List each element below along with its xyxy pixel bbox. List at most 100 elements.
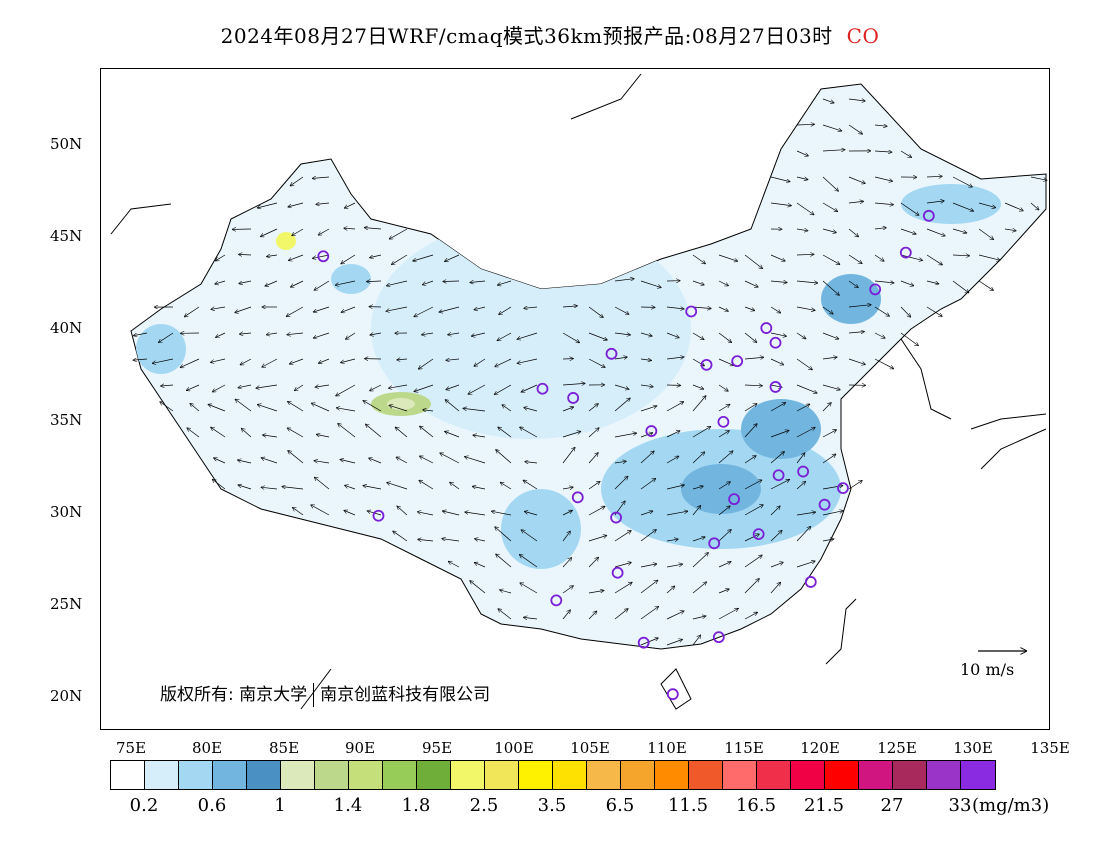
wind-arrow <box>341 306 356 312</box>
wind-arrow <box>414 306 434 317</box>
wind-arrow <box>216 332 226 337</box>
wind-arrow <box>822 124 842 131</box>
station-marker <box>769 381 782 393</box>
wind-arrow <box>562 531 570 542</box>
wind-arrow <box>336 384 356 396</box>
lat-label-35n: 35N <box>50 411 83 429</box>
wind-arrow <box>442 539 460 542</box>
wind-arrow <box>312 403 330 412</box>
wind-arrow <box>314 332 330 338</box>
wind-arrow <box>562 487 573 489</box>
wind-arrow <box>770 506 780 516</box>
wind-arrow <box>848 201 863 203</box>
wind-arrow <box>796 404 810 412</box>
wind-arrow <box>445 432 460 438</box>
wind-arrow <box>718 530 731 542</box>
wind-arrow <box>822 150 845 151</box>
station-marker <box>804 576 817 588</box>
wind-arrow <box>474 358 486 366</box>
station-marker <box>772 469 785 482</box>
wind-arrow <box>848 358 865 364</box>
wind-arrow <box>978 254 1000 260</box>
wind-arrow <box>666 564 682 568</box>
wind-arrow <box>369 458 382 464</box>
wind-arrow <box>952 202 973 211</box>
lat-label-20n: 20N <box>50 687 83 705</box>
wind-arrow <box>367 281 382 282</box>
wind-arrow <box>238 460 252 464</box>
wind-arrow <box>796 482 805 490</box>
wind-arrow <box>520 427 538 438</box>
lon-label-75e: 75E <box>115 739 147 757</box>
wind-arrow <box>470 581 486 594</box>
wind-arrow <box>692 384 704 389</box>
lon-label-135e: 135E <box>1030 739 1070 757</box>
colorbar-tick-label: 1.4 <box>333 795 363 816</box>
wind-arrow <box>900 332 918 346</box>
wind-arrow <box>523 480 538 490</box>
wind-arrow <box>718 451 733 464</box>
wind-arrow <box>822 384 840 390</box>
wind-arrow <box>495 358 512 367</box>
wind-arrow <box>614 531 631 542</box>
wind-arrow <box>744 357 763 359</box>
wind-arrow <box>614 398 630 412</box>
station-marker <box>869 283 882 296</box>
wind-arrow <box>692 582 706 594</box>
wind-arrow <box>978 228 993 239</box>
wind-arrow <box>496 450 512 464</box>
colorbar-cell <box>961 761 995 789</box>
wind-arrow <box>718 254 737 261</box>
colorbar-cell <box>655 761 689 789</box>
wind-arrow <box>187 428 200 438</box>
wind-arrow <box>640 359 651 360</box>
wind-arrow <box>413 254 434 261</box>
wind-arrow <box>1004 202 1023 211</box>
wind-arrow <box>185 306 200 317</box>
wind-arrow <box>822 454 836 464</box>
wind-arrow <box>525 462 538 463</box>
wind-arrow <box>692 307 711 309</box>
lon-label-100e: 100E <box>494 739 534 757</box>
wind-arrow <box>500 590 512 594</box>
wind-arrow <box>501 483 512 490</box>
wind-arrow <box>588 482 600 490</box>
wind-arrow <box>822 176 838 191</box>
wind-arrow <box>822 486 843 490</box>
wind-arrow <box>314 461 330 464</box>
wind-arrow <box>640 564 657 568</box>
wind-arrow <box>418 512 434 516</box>
wind-arrow <box>874 151 892 152</box>
wind-arrow <box>822 511 843 516</box>
wind-arrow <box>796 384 817 393</box>
colorbar-cell <box>383 761 417 789</box>
wind-arrow <box>718 306 728 311</box>
wind-arrow <box>770 583 780 594</box>
wind-arrow <box>796 124 814 125</box>
wind-arrow <box>470 281 486 283</box>
wind-arrow <box>238 485 252 490</box>
wind-arrow <box>267 255 278 257</box>
wind-arrow <box>423 410 434 411</box>
wind-arrow <box>900 202 919 215</box>
wind-arrow <box>292 228 304 236</box>
station-marker <box>708 537 721 550</box>
wind-arrow <box>419 358 434 369</box>
colorbar-tick-label: 0.6 <box>197 795 227 816</box>
wind-arrow <box>822 357 837 359</box>
lon-label-90e: 90E <box>344 739 376 757</box>
wind-arrow <box>465 512 486 516</box>
wind-arrow <box>263 435 278 437</box>
wind-arrow <box>692 254 705 264</box>
wind-arrow <box>952 280 969 293</box>
wind-arrow <box>336 280 356 285</box>
wind-arrow <box>282 487 304 490</box>
wind-arrow <box>492 511 512 516</box>
station-marker <box>550 594 563 607</box>
station-marker <box>610 511 622 524</box>
wind-arrow <box>420 456 434 464</box>
wind-arrow <box>796 306 815 310</box>
wind-arrow <box>744 404 757 412</box>
wind-arrow <box>261 458 278 464</box>
wind-arrow <box>822 98 834 103</box>
